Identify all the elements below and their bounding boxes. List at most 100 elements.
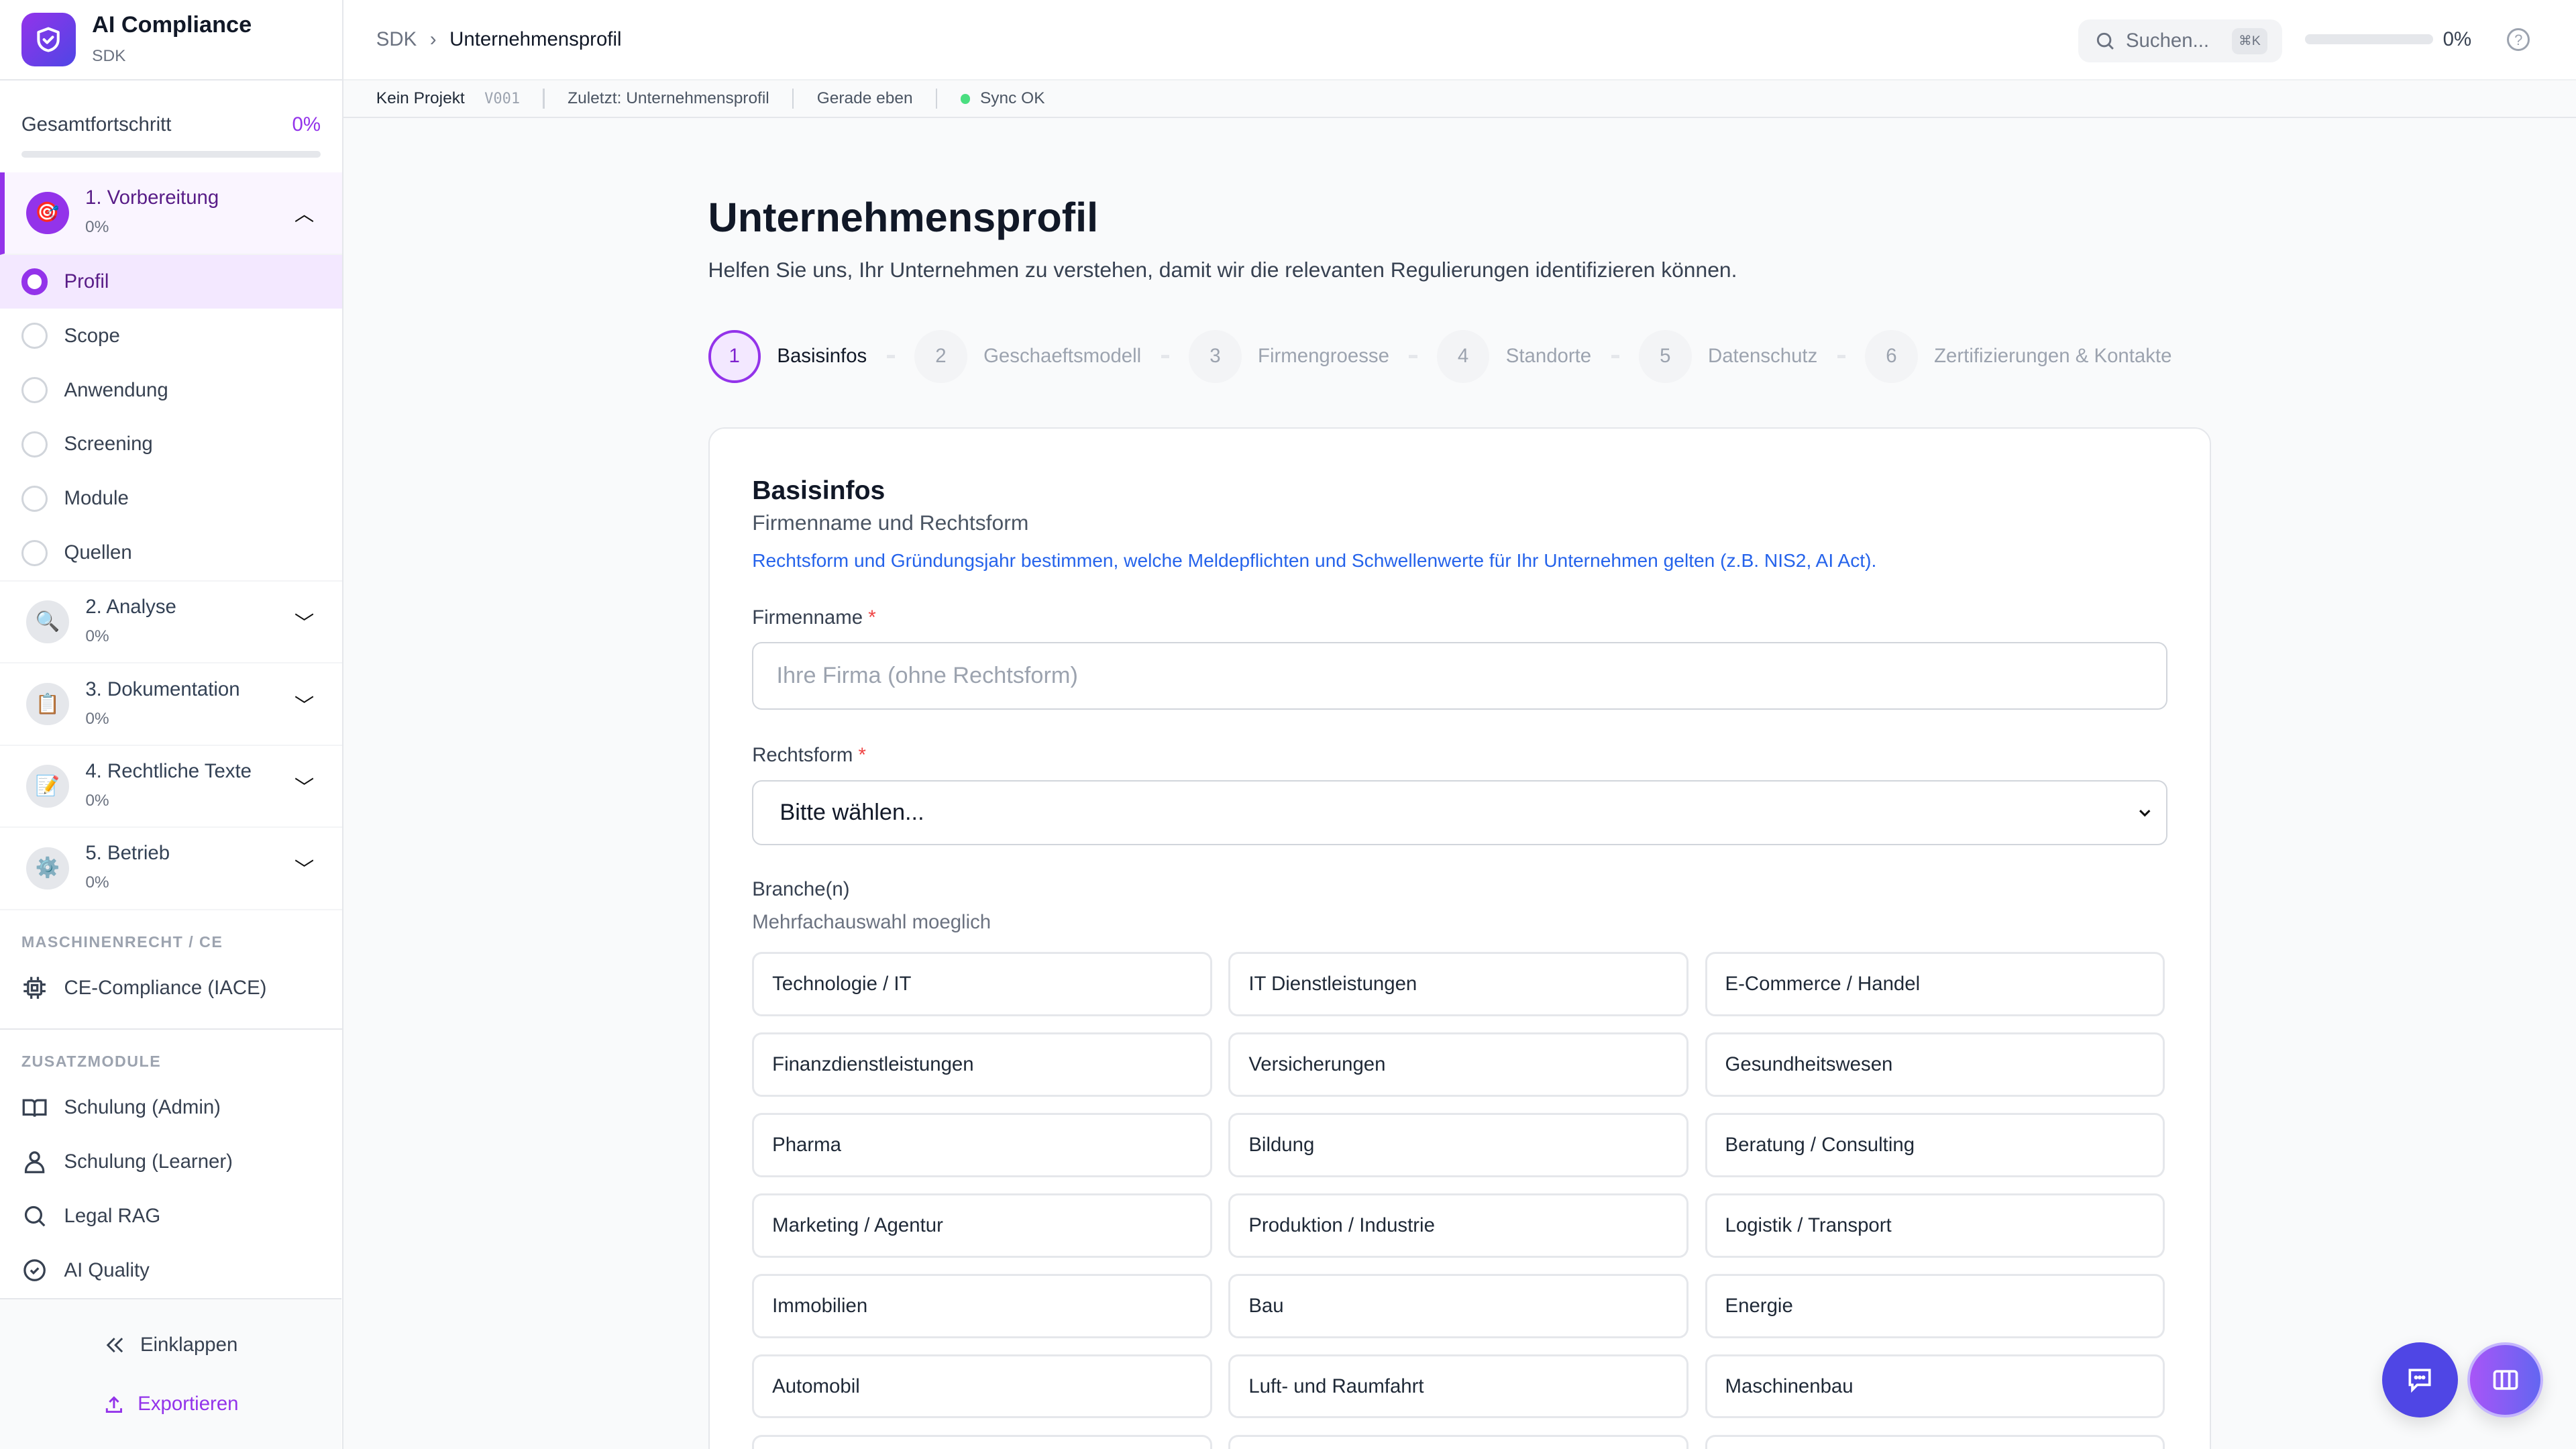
branche-option[interactable]: Beratung / Consulting [1705, 1113, 2165, 1177]
header-progress-bar [2304, 34, 2433, 45]
branche-option[interactable]: Bau [1228, 1274, 1689, 1338]
item-label: AI Quality [64, 1258, 150, 1281]
brand[interactable]: AI Compliance SDK [0, 0, 342, 80]
step-number: 5 [1639, 330, 1692, 383]
section-title: 2. Analyse [85, 596, 176, 619]
chevron-down-icon[interactable]: ﹀ [294, 777, 315, 799]
branche-option[interactable]: Automobil [752, 1354, 1212, 1419]
upload-icon [105, 1395, 122, 1413]
step-1[interactable]: 1 Basisinfos [708, 330, 867, 383]
sidebar: AI Compliance SDK Gesamtfortschritt 0% 🎯 1… [0, 0, 343, 1449]
columns-button[interactable] [2467, 1342, 2544, 1418]
sidebar-item-ai-quality[interactable]: AI Quality [0, 1243, 342, 1297]
help-icon[interactable]: ? [2507, 28, 2530, 51]
sidebar-item-ce[interactable]: CE-Compliance (IACE) [0, 961, 342, 1016]
last-edited: Zuletzt: Unternehmensprofil [568, 89, 769, 108]
branche-option[interactable]: Energie [1705, 1274, 2165, 1338]
step-5[interactable]: 5 Datenschutz [1639, 330, 1817, 383]
app-name: AI Compliance [92, 11, 252, 38]
search-button[interactable]: Suchen... ⌘K [2078, 19, 2282, 63]
section-title: 4. Rechtliche Texte [85, 760, 252, 782]
sidebar-item-quellen[interactable]: Quellen [0, 526, 342, 582]
step-label: Geschaeftsmodell [983, 345, 1142, 368]
item-label: Quellen [64, 541, 132, 564]
gear-icon: ⚙️ [26, 847, 69, 890]
project-name[interactable]: Kein Projekt [376, 89, 465, 108]
branche-option[interactable]: Technologie / IT [752, 952, 1212, 1016]
section-vorbereitung[interactable]: 🎯 1. Vorbereitung 0% ︿ [0, 172, 342, 255]
step-3[interactable]: 3 Firmengroesse [1189, 330, 1389, 383]
step-6[interactable]: 6 Zertifizierungen & Kontakte [1865, 330, 2172, 383]
step-number: 1 [708, 330, 761, 383]
sidebar-item-profil[interactable]: Profil [0, 254, 342, 309]
double-chevron-left-icon [106, 1338, 123, 1353]
branche-option[interactable]: IT Dienstleistungen [1228, 952, 1689, 1016]
step-number: 3 [1189, 330, 1242, 383]
card-info: Rechtsform und Gründungsjahr bestimmen, … [752, 550, 1877, 572]
target-icon: 🎯 [25, 191, 69, 235]
chevron-down-icon[interactable]: ﹀ [294, 859, 315, 881]
memo-icon: 📝 [26, 765, 69, 808]
branche-option[interactable]: Versicherungen [1228, 1032, 1689, 1097]
export-button[interactable]: Exportieren [0, 1375, 341, 1434]
chevron-down-icon[interactable]: ﹀ [294, 694, 315, 717]
branche-option[interactable]: Luft- und Raumfahrt [1228, 1354, 1689, 1419]
sidebar-item-screening[interactable]: Screening [0, 417, 342, 472]
progress-label: Gesamtfortschritt [21, 113, 172, 136]
breadcrumb-root[interactable]: SDK [376, 28, 417, 50]
step-2[interactable]: 2 Geschaeftsmodell [914, 330, 1142, 383]
sidebar-item-legal-rag[interactable]: Legal RAG [0, 1189, 342, 1244]
sidebar-item-module[interactable]: Module [0, 472, 342, 526]
firmenname-input[interactable]: Ihre Firma (ohne Rechtsform) [752, 642, 2167, 710]
branche-option-clipped[interactable] [1705, 1434, 2165, 1449]
rechtsform-select[interactable]: Bitte wählen... [752, 780, 2167, 846]
section-pct: 0% [85, 792, 109, 810]
chat-button[interactable] [2382, 1342, 2458, 1418]
step-label: Zertifizierungen & Kontakte [1934, 345, 2172, 368]
branche-option[interactable]: Immobilien [752, 1274, 1212, 1338]
branche-option[interactable]: Bildung [1228, 1113, 1689, 1177]
sidebar-item-anwendung[interactable]: Anwendung [0, 363, 342, 417]
shortcut-badge: ⌘K [2232, 28, 2267, 54]
collapse-label: Einklappen [140, 1334, 238, 1356]
section-rechtliche-texte[interactable]: 📝 4. Rechtliche Texte 0% ﹀ [0, 746, 342, 828]
branche-option[interactable]: Finanzdienstleistungen [752, 1032, 1212, 1097]
chevron-right-icon: › [429, 28, 437, 50]
export-label: Exportieren [138, 1393, 239, 1415]
section-betrieb[interactable]: ⚙️ 5. Betrieb 0% ﹀ [0, 828, 342, 910]
branche-option[interactable]: Logistik / Transport [1705, 1193, 2165, 1258]
section-pct: 0% [85, 218, 109, 237]
branche-option-clipped[interactable] [1228, 1434, 1689, 1449]
item-label: Schulung (Learner) [64, 1150, 233, 1173]
sync-dot-icon [960, 93, 971, 104]
item-label: Schulung (Admin) [64, 1096, 221, 1119]
branche-option[interactable]: Marketing / Agentur [752, 1193, 1212, 1258]
chevron-up-icon[interactable]: ︿ [294, 203, 315, 226]
chat-icon [2408, 1368, 2431, 1393]
step-label: Basisinfos [777, 345, 867, 368]
check-circle-icon [23, 1259, 46, 1282]
branche-option[interactable]: Gesundheitswesen [1705, 1032, 2165, 1097]
section-pct: 0% [85, 873, 109, 892]
branche-option[interactable]: Pharma [752, 1113, 1212, 1177]
item-label: Legal RAG [64, 1205, 161, 1228]
branche-option-clipped[interactable] [752, 1434, 1212, 1449]
step-number: 6 [1865, 330, 1918, 383]
chip-icon [23, 977, 46, 1000]
version-label: V001 [484, 90, 521, 107]
section-analyse[interactable]: 🔍 2. Analyse 0% ﹀ [0, 582, 342, 664]
chevron-down-icon[interactable]: ﹀ [294, 612, 315, 635]
collapse-button[interactable]: Einklappen [0, 1316, 341, 1375]
section-dokumentation[interactable]: 📋 3. Dokumentation 0% ﹀ [0, 663, 342, 746]
sidebar-item-schulung-admin[interactable]: Schulung (Admin) [0, 1081, 342, 1135]
branche-option[interactable]: E-Commerce / Handel [1705, 952, 2165, 1016]
sidebar-item-schulung-learner[interactable]: Schulung (Learner) [0, 1135, 342, 1189]
branche-option[interactable]: Produktion / Industrie [1228, 1193, 1689, 1258]
step-4[interactable]: 4 Standorte [1436, 330, 1591, 383]
sync-status: Sync OK [979, 89, 1045, 108]
chevron-down-icon [2139, 810, 2151, 817]
sidebar-item-scope[interactable]: Scope [0, 309, 342, 363]
search-placeholder: Suchen... [2125, 30, 2210, 52]
branche-option[interactable]: Maschinenbau [1705, 1354, 2165, 1419]
select-value: Bitte wählen... [780, 799, 924, 825]
